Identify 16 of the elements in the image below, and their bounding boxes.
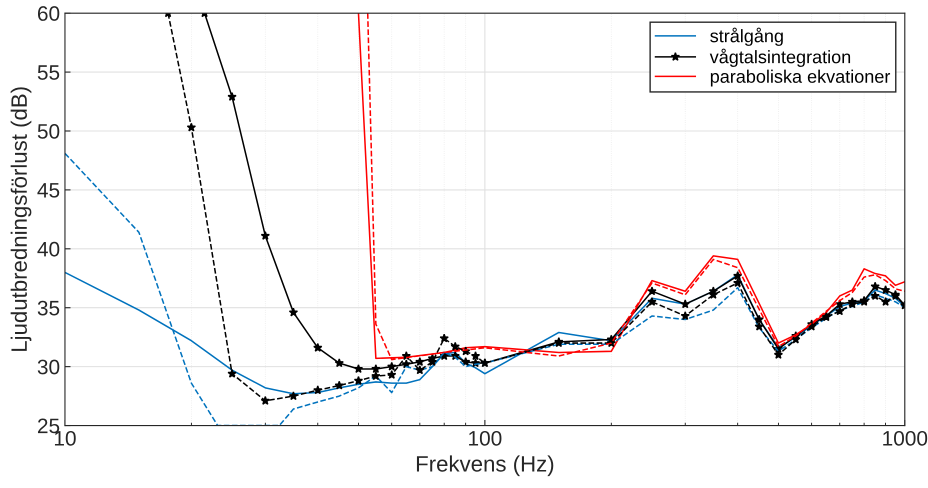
x-tick-label: 1000 <box>883 430 928 446</box>
legend-label: vågtalsintegration <box>710 48 850 67</box>
y-tick-label: 60 <box>38 6 60 21</box>
x-tick-label: 100 <box>469 430 502 446</box>
y-tick-label: 45 <box>37 183 60 198</box>
y-tick-label: 35 <box>38 300 60 316</box>
legend-label: strålgång <box>710 28 783 46</box>
y-tick-label: 55 <box>38 65 60 80</box>
y-axis-title: Ljudutbredningsförlust (dB) <box>10 87 32 351</box>
legend-label: paraboliska ekvationer <box>710 70 890 86</box>
y-tick-label: 50 <box>38 124 60 139</box>
y-tick-label: 40 <box>37 242 60 257</box>
x-tick-label: 10 <box>54 430 76 446</box>
y-tick-label: 30 <box>38 360 60 374</box>
y-tick-label: 25 <box>38 418 60 434</box>
x-axis-title: Frekvens (Hz) <box>416 455 554 476</box>
